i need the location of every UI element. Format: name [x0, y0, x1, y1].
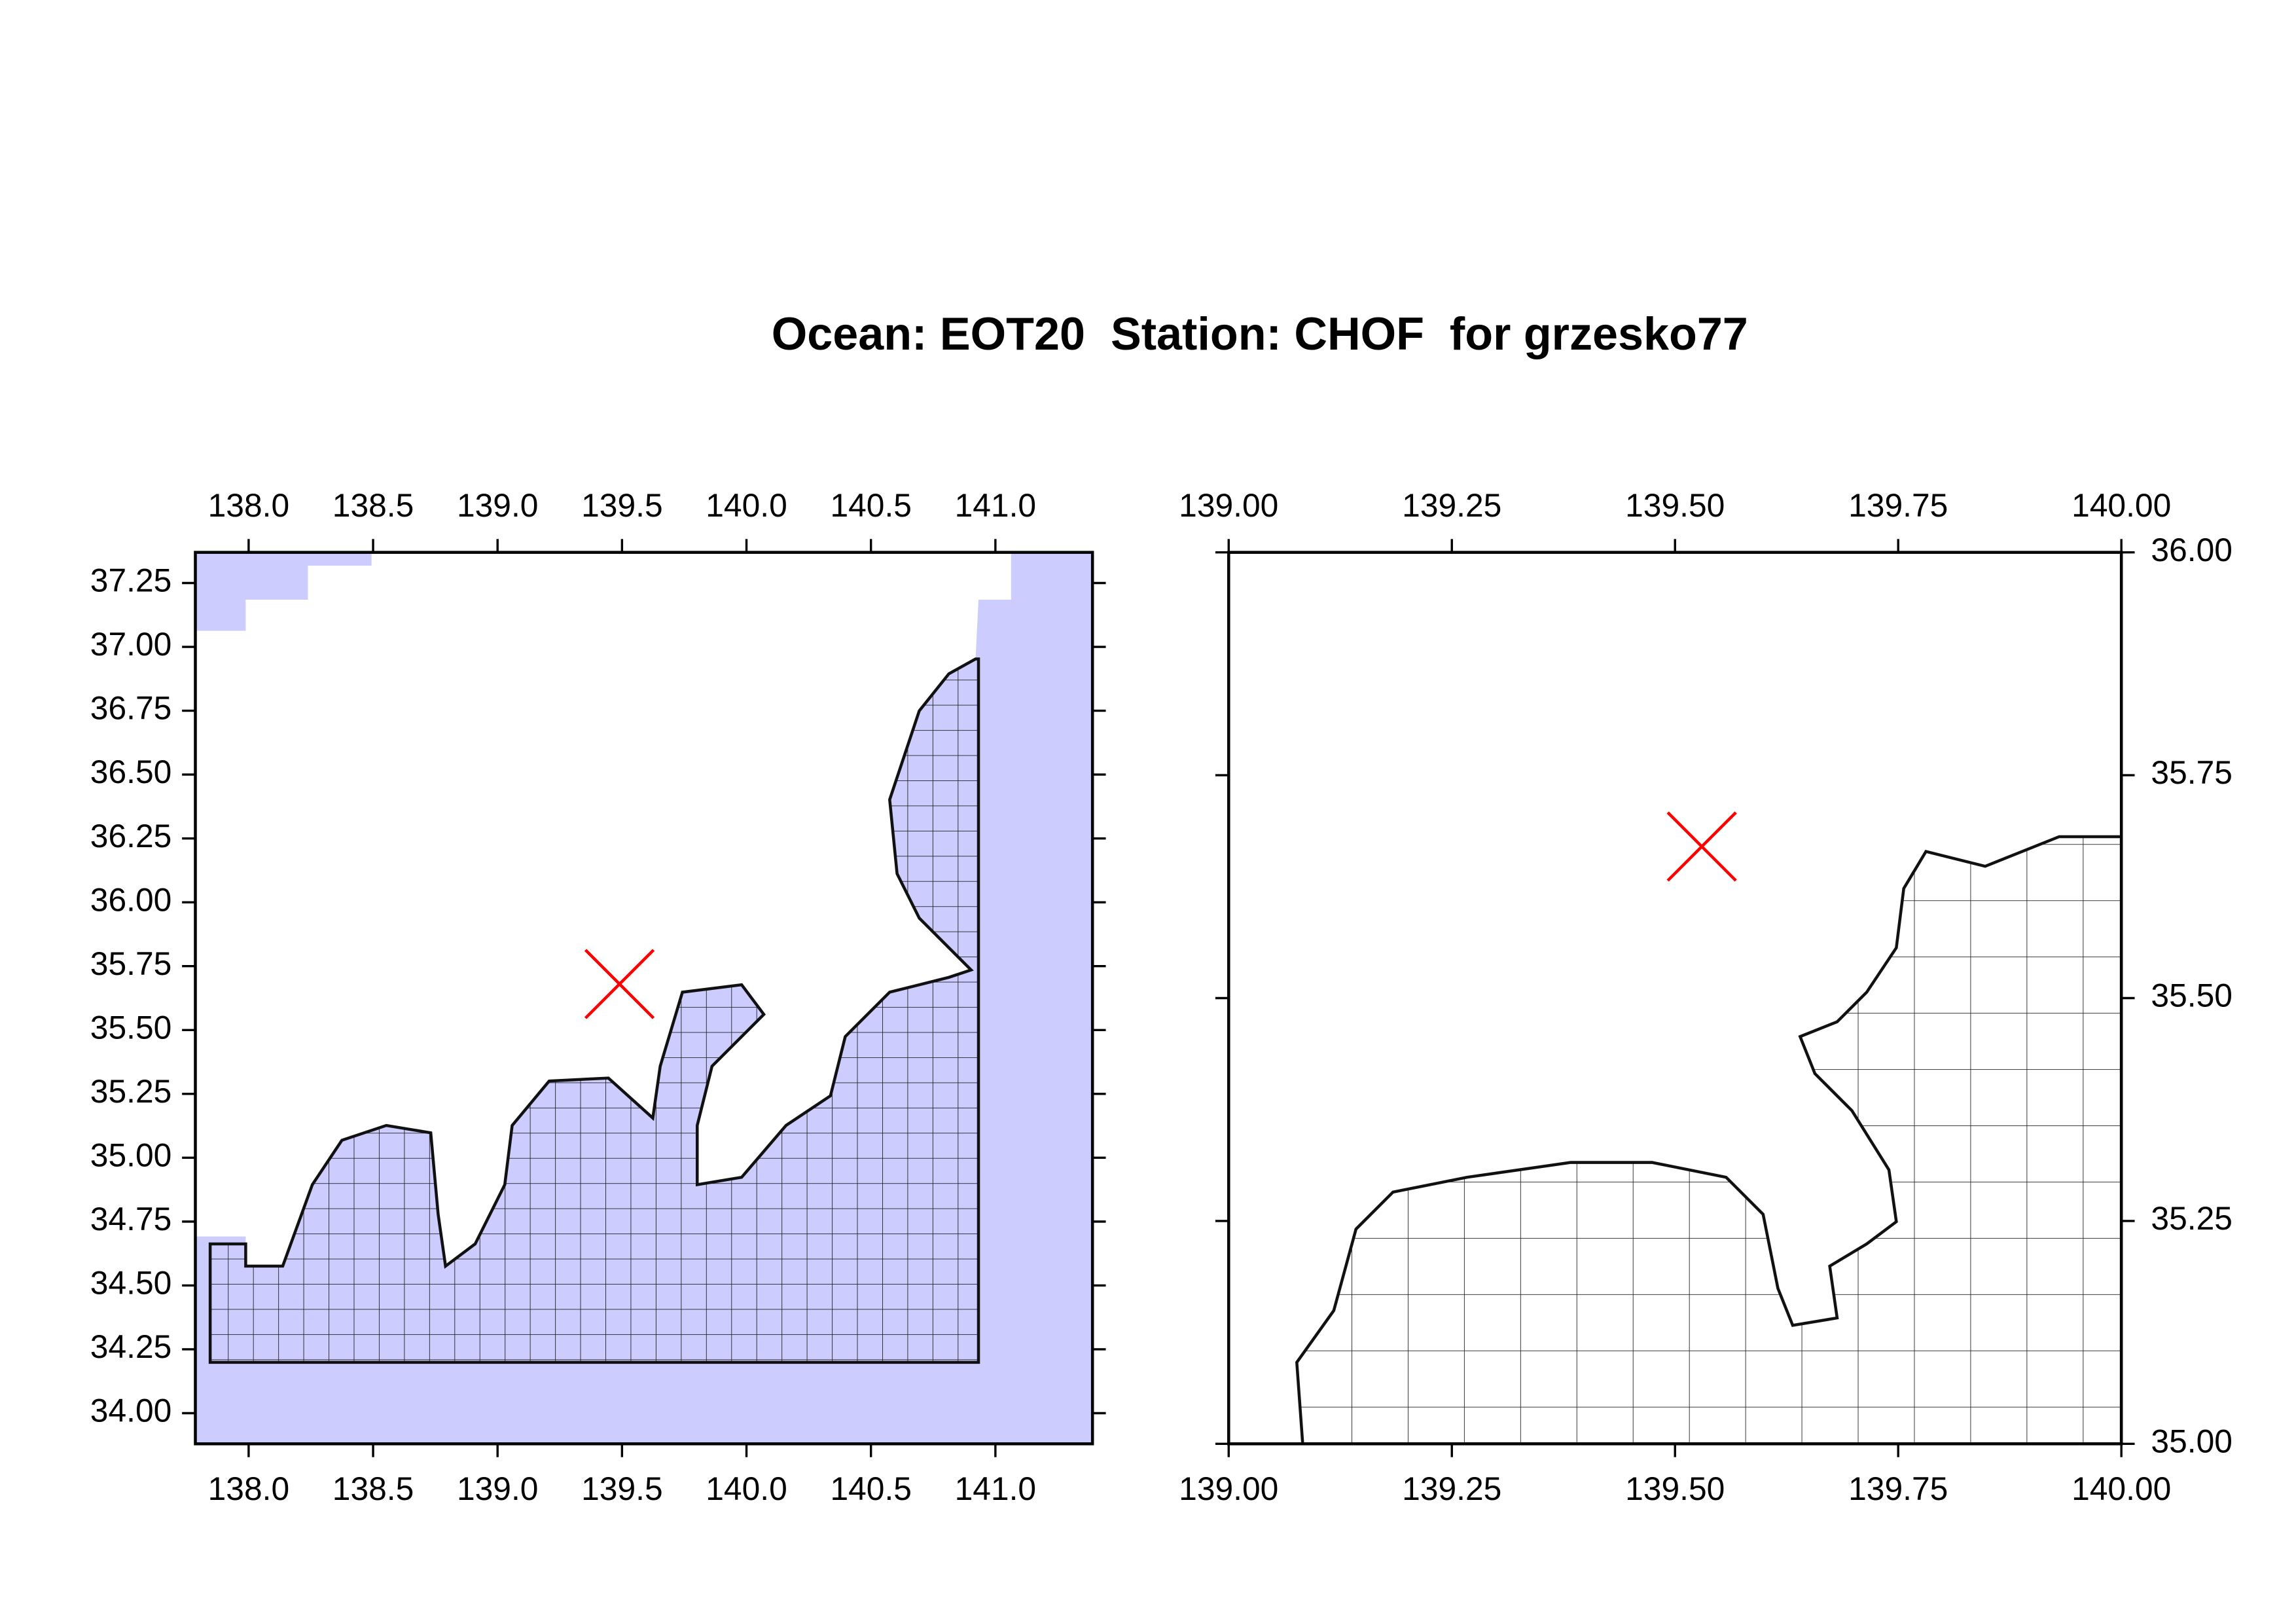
y-tick-label: 35.75 — [90, 945, 172, 982]
x-tick-label: 141.0 — [955, 1470, 1037, 1507]
x-tick-label: 139.00 — [1179, 1470, 1278, 1507]
x-tick-label: 139.50 — [1625, 487, 1725, 524]
x-tick-label: 140.5 — [830, 1470, 911, 1507]
y-tick-label: 36.50 — [90, 754, 172, 790]
y-tick-label: 36.75 — [90, 690, 172, 727]
x-tick-label: 140.0 — [706, 1470, 787, 1507]
y-tick-label: 37.25 — [90, 562, 172, 599]
y-tick-label: 35.75 — [2151, 754, 2233, 791]
y-tick-label: 36.00 — [2151, 532, 2233, 568]
x-tick-label: 140.00 — [2072, 1470, 2171, 1507]
y-tick-label: 35.50 — [2151, 977, 2233, 1014]
x-tick-label: 139.75 — [1848, 1470, 1948, 1507]
y-tick-label: 34.25 — [90, 1328, 172, 1365]
x-tick-label: 138.0 — [208, 487, 290, 524]
x-tick-label: 139.5 — [581, 487, 663, 524]
x-tick-label: 139.0 — [457, 1470, 538, 1507]
x-tick-label: 138.5 — [332, 487, 414, 524]
station-marker — [1666, 811, 1737, 882]
x-tick-label: 139.0 — [457, 487, 538, 524]
x-tick-label: 140.5 — [830, 487, 911, 524]
x-tick-label: 139.00 — [1179, 487, 1278, 524]
y-tick-label: 35.00 — [90, 1137, 172, 1173]
x-tick-label: 138.5 — [332, 1470, 414, 1507]
x-tick-label: 140.00 — [2072, 487, 2171, 524]
y-tick-label: 35.50 — [90, 1009, 172, 1046]
y-tick-label: 34.75 — [90, 1201, 172, 1237]
y-tick-label: 35.25 — [90, 1073, 172, 1110]
x-tick-label: 138.0 — [208, 1470, 290, 1507]
y-tick-label: 35.00 — [2151, 1423, 2233, 1459]
y-tick-label: 35.25 — [2151, 1200, 2233, 1237]
y-tick-label: 37.00 — [90, 626, 172, 663]
y-tick-label: 34.00 — [90, 1393, 172, 1429]
station-marker — [584, 949, 655, 1019]
x-tick-label: 139.25 — [1402, 487, 1501, 524]
x-tick-label: 139.50 — [1625, 1470, 1725, 1507]
x-tick-label: 139.5 — [581, 1470, 663, 1507]
x-tick-label: 140.0 — [706, 487, 787, 524]
ocean-grid — [195, 552, 1093, 1444]
frame — [194, 551, 1094, 1446]
x-tick-label: 141.0 — [955, 487, 1037, 524]
y-tick-label: 34.50 — [90, 1265, 172, 1302]
x-tick-label: 139.75 — [1848, 487, 1948, 524]
y-tick-label: 36.25 — [90, 818, 172, 854]
ocean-grid — [1295, 835, 2122, 1444]
chart-title: Ocean: EOT20 Station: CHOF for grzesko77 — [772, 308, 1748, 359]
y-tick-label: 36.00 — [90, 881, 172, 918]
x-tick-label: 139.25 — [1402, 1470, 1501, 1507]
